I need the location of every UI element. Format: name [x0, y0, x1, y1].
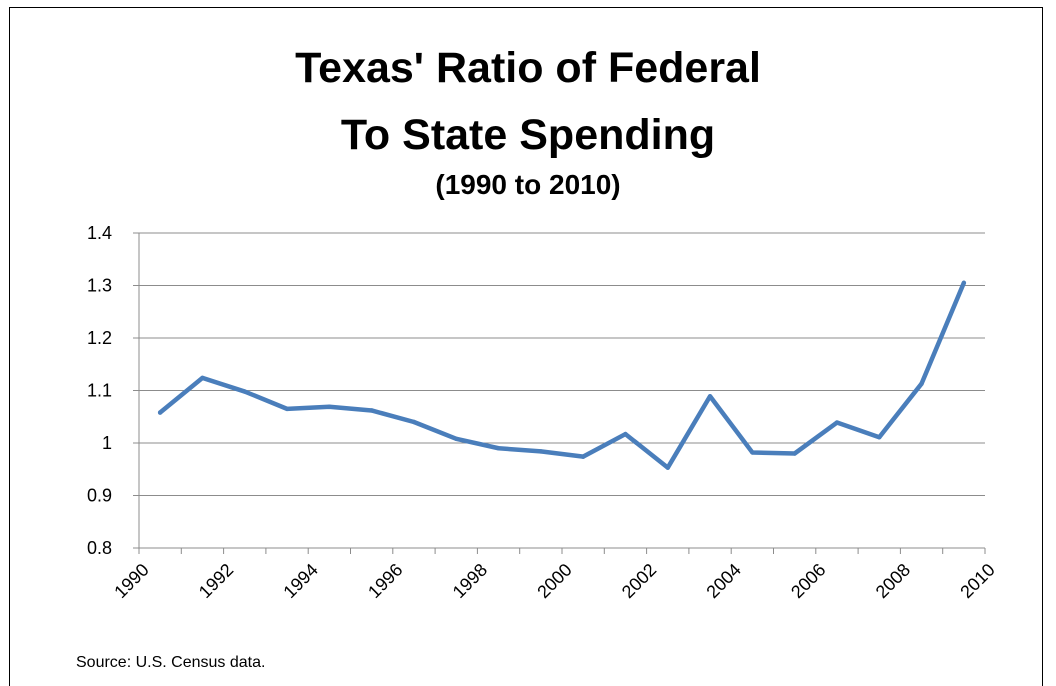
series-layer [157, 280, 967, 470]
data-point [454, 436, 459, 441]
data-point [369, 408, 374, 413]
data-point [792, 451, 797, 456]
data-point [623, 431, 628, 437]
x-tick-label: 2010 [956, 560, 998, 602]
data-point [834, 420, 840, 425]
data-point [157, 410, 163, 415]
x-tick-label: 2002 [618, 560, 660, 602]
data-point [496, 446, 501, 451]
data-point [961, 280, 967, 286]
data-point [877, 435, 882, 440]
y-tick-label: 1.1 [87, 381, 112, 401]
data-point [327, 404, 332, 409]
x-tick-labels: 1990 1992 1994 1996 1998 2000 2002 2004 2006 2008… [110, 560, 998, 602]
data-point [919, 381, 924, 386]
y-tick-label: 1 [102, 433, 112, 453]
y-tick-label: 1.4 [87, 223, 112, 243]
data-point [580, 454, 586, 459]
y-tick-label: 0.9 [87, 486, 112, 506]
x-tick-label: 2004 [702, 560, 744, 602]
data-point [707, 394, 713, 399]
data-point [200, 375, 205, 381]
data-point [284, 406, 290, 412]
x-tick-label: 1992 [195, 560, 237, 602]
gridlines [139, 232, 985, 496]
axes [133, 232, 986, 554]
x-tick-label: 2006 [787, 560, 829, 602]
x-tick-label: 2000 [533, 560, 575, 602]
x-tick-label: 1990 [110, 560, 152, 602]
y-tick-label: 0.8 [87, 538, 112, 558]
x-tick-label: 1994 [279, 560, 321, 602]
x-tick-label: 1996 [364, 560, 406, 602]
chart-subtitle: (1990 to 2010) [435, 169, 621, 200]
source-note: Source: U.S. Census data. [76, 654, 266, 671]
y-tick-label: 1.3 [87, 276, 112, 296]
y-tick-labels: 0.8 0.9 1 1.1 1.2 1.3 1.4 [87, 223, 112, 558]
data-point [242, 389, 247, 394]
chart-title-line-1: Texas' Ratio of Federal [295, 44, 761, 92]
x-tick-label: 1998 [449, 560, 491, 602]
chart-frame [9, 7, 1043, 686]
data-point [750, 450, 755, 455]
data-point [538, 449, 544, 454]
chart-title-line-2: To State Spending [340, 111, 716, 159]
data-point [411, 419, 417, 425]
x-tick-label: 2008 [872, 560, 914, 602]
y-tick-label: 1.2 [87, 328, 112, 348]
series-line [157, 280, 967, 470]
data-point [665, 465, 670, 470]
